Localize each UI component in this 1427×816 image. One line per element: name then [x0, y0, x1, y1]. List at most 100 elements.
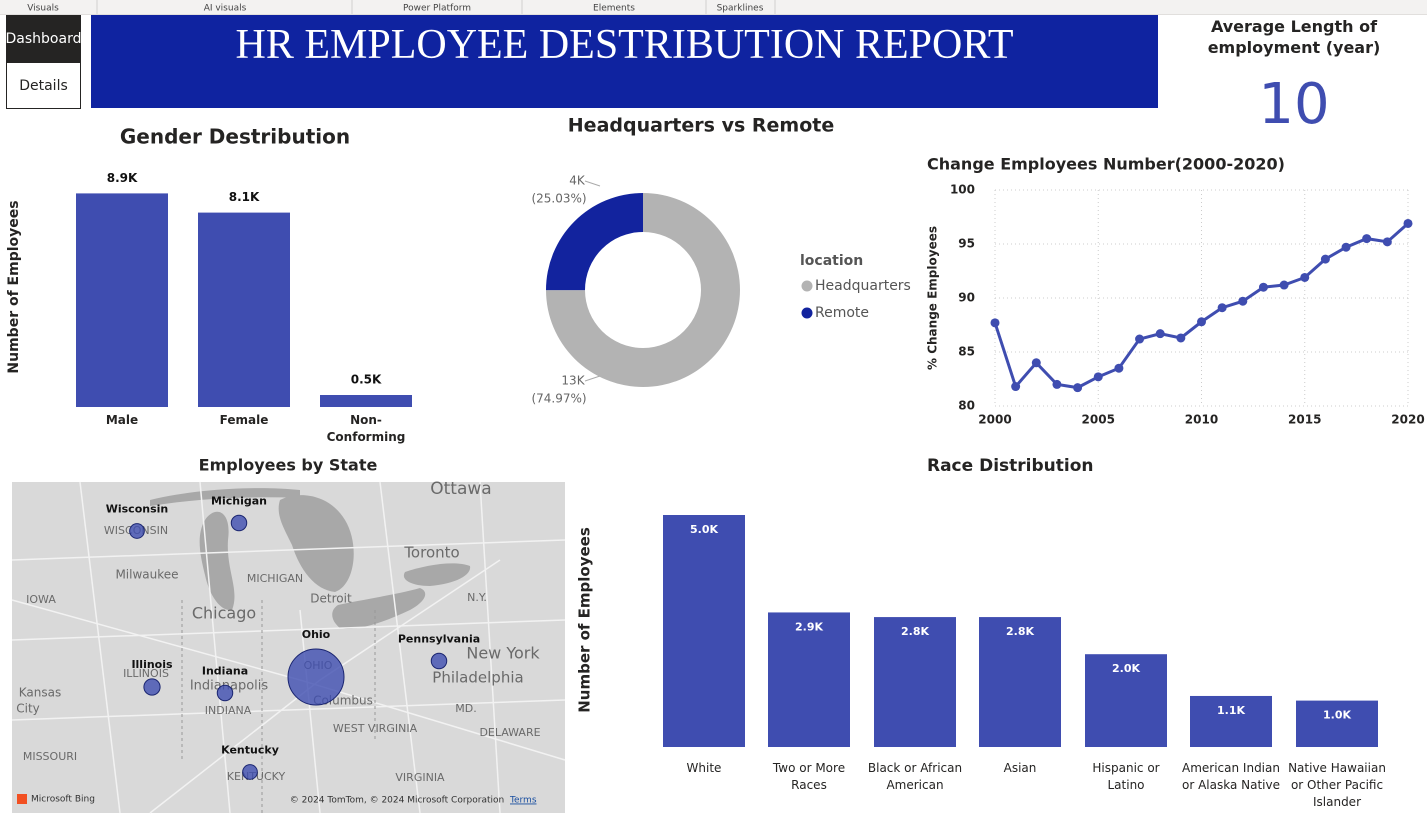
bar — [320, 395, 412, 407]
map-bubble — [287, 648, 345, 706]
x-tick-label: Asian — [1003, 761, 1037, 775]
data-label: 2.8K — [901, 625, 929, 638]
y-tick-label: 80 — [958, 399, 975, 413]
bar — [663, 515, 745, 747]
map-place-label: Ottawa — [430, 479, 491, 499]
line-point — [1176, 333, 1186, 343]
legend-marker — [801, 307, 813, 319]
map-water — [332, 588, 426, 629]
y-axis-label: % Change Employees — [926, 226, 940, 370]
line-point — [1114, 363, 1124, 373]
chart-title: Headquarters vs Remote — [568, 115, 834, 137]
map-road — [199, 481, 231, 814]
y-axis-label: Number of Employees — [576, 527, 594, 713]
map-provider: Microsoft Bing — [31, 795, 95, 805]
line-point — [1217, 303, 1227, 313]
kpi-label: Average Length of employment (year) — [1207, 17, 1381, 57]
map-place-label: N.Y. — [467, 591, 487, 604]
map-attribution: © 2024 TomTom, © 2024 Microsoft Corporat… — [290, 796, 504, 806]
map-place-label: New York — [466, 644, 540, 663]
bar — [874, 617, 956, 747]
map-place-label: Chicago — [192, 604, 256, 623]
state-label: Pennsylvania — [398, 632, 480, 645]
data-label: 1.0K — [1323, 709, 1351, 722]
map-road — [379, 481, 421, 814]
line-point — [1197, 317, 1206, 327]
toolbar-tab: Elements — [593, 4, 635, 14]
x-tick-label: Native Hawaiian or Other Pacific Islande… — [1288, 761, 1386, 809]
data-label: 2.0K — [1112, 662, 1140, 675]
map-bubble — [242, 764, 258, 780]
bar — [1085, 654, 1167, 747]
map-place-label: Milwaukee — [115, 568, 178, 582]
line-point — [1341, 242, 1351, 252]
line-point — [1093, 372, 1103, 382]
map-road — [11, 539, 566, 561]
data-label: 2.8K — [1006, 625, 1034, 638]
map-place-label: MISSOURI — [23, 750, 77, 763]
map-place-label: INDIANA — [205, 704, 252, 717]
map-road — [299, 609, 321, 814]
data-label: 1.1K — [1217, 704, 1245, 717]
map-place-label: Toronto — [403, 544, 459, 562]
data-label: 0.5K — [351, 373, 382, 387]
percent-label: (74.97%) — [531, 392, 586, 406]
map-bubble — [216, 684, 234, 702]
map-place-label: Kansas — [19, 686, 61, 700]
count-label: 13K — [561, 374, 585, 388]
data-label: 2.9K — [795, 620, 823, 633]
map-water — [150, 488, 300, 506]
bar — [979, 617, 1061, 747]
bar — [76, 193, 168, 407]
map-water — [199, 511, 235, 611]
map-terms-link[interactable]: Terms — [509, 796, 537, 806]
line-point — [1011, 382, 1021, 392]
percent-label: (25.03%) — [531, 192, 586, 206]
toolbar-tab: Power Platform — [403, 4, 471, 14]
bar — [198, 212, 290, 407]
map-place-label: MICHIGAN — [247, 572, 303, 585]
map-place-label: IOWA — [26, 593, 56, 606]
map-road — [479, 481, 501, 814]
map-bubble — [430, 652, 448, 670]
nav-button[interactable]: Details — [6, 62, 81, 109]
bar — [768, 612, 850, 747]
x-tick-label: White — [686, 761, 722, 775]
line-point — [1238, 296, 1248, 306]
chart-title: Race Distribution — [927, 456, 1094, 476]
map-water — [278, 495, 354, 592]
map-place-label: Detroit — [310, 592, 352, 606]
chart-title: Gender Destribution — [120, 125, 350, 149]
nav-button[interactable]: Dashboard — [6, 15, 81, 62]
line-point — [1362, 234, 1372, 244]
map-place-label: DELAWARE — [479, 726, 540, 739]
toolbar-tab: Sparklines — [717, 4, 764, 14]
x-tick-label: 2010 — [1185, 413, 1218, 427]
line-point — [1031, 358, 1041, 368]
x-tick-label: 2000 — [978, 413, 1011, 427]
bar — [1190, 695, 1272, 747]
line-point — [1320, 254, 1330, 264]
chart-title: Change Employees Number(2000-2020) — [927, 155, 1285, 174]
legend-marker — [801, 280, 813, 292]
line-point — [1403, 218, 1413, 228]
x-tick-label: Black or African American — [867, 761, 963, 792]
state-label: Wisconsin — [106, 503, 169, 516]
header-banner: HR EMPLOYEE DESTRIBUTION REPORT — [91, 15, 1158, 108]
line-point — [1258, 282, 1268, 292]
map-place-label: WEST VIRGINIA — [333, 722, 418, 735]
map-place-label: ILLINOIS — [123, 667, 169, 680]
x-tick-label: 2020 — [1391, 413, 1424, 427]
toolbar-tab: Visuals — [27, 4, 59, 14]
map-road — [79, 481, 121, 814]
kpi-value: 10 — [1258, 72, 1330, 137]
count-label: 4K — [569, 174, 586, 188]
map-bubble — [129, 523, 145, 539]
x-tick-label: 2005 — [1082, 413, 1115, 427]
y-axis-label: Number of Employees — [6, 200, 22, 373]
state-label: Illinois — [131, 658, 173, 671]
x-tick-label: Two or More Races — [772, 761, 846, 792]
line-point — [990, 318, 1000, 328]
map-bubble — [143, 678, 161, 696]
